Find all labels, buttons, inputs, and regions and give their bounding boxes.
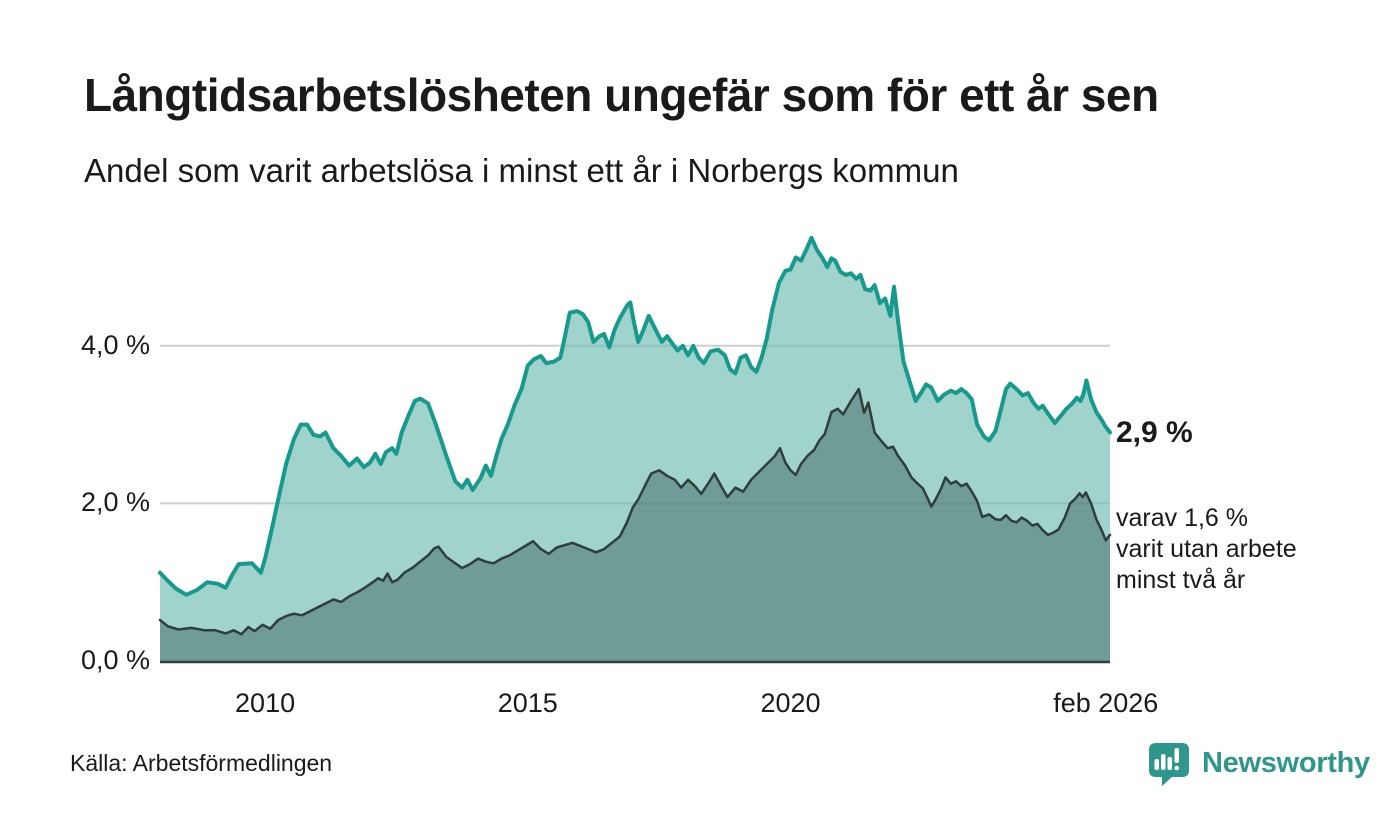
source-caption: Källa: Arbetsförmedlingen: [70, 750, 333, 776]
area-fill-1: [160, 389, 1110, 661]
newsworthy-wordmark: Newsworthy: [1202, 747, 1370, 779]
y-tick-label: 0,0 %: [80, 645, 150, 675]
x-tick-label: 2015: [497, 688, 558, 718]
secondary-value-label: varav 1,6 % varit utan arbete minst två …: [1116, 504, 1297, 594]
x-tick-label: 2020: [760, 688, 821, 718]
page-subtitle: Andel som varit arbetslösa i minst ett å…: [84, 152, 959, 189]
x-tick-label: feb 2026: [1053, 688, 1159, 718]
latest-value-label: 2,9 %: [1116, 416, 1193, 449]
y-tick-label: 2,0 %: [80, 487, 150, 518]
series-line-0: [158, 235, 1112, 597]
page-title: Långtidsarbetslösheten ungefär som för e…: [84, 69, 1159, 121]
newsworthy-bubble-chart-icon: [1149, 743, 1189, 786]
x-tick-label: 2010: [235, 688, 296, 718]
newsworthy-logo: Newsworthy: [1146, 740, 1370, 786]
series-line-1: [158, 387, 1112, 636]
y-tick-label: 4,0 %: [80, 329, 150, 360]
